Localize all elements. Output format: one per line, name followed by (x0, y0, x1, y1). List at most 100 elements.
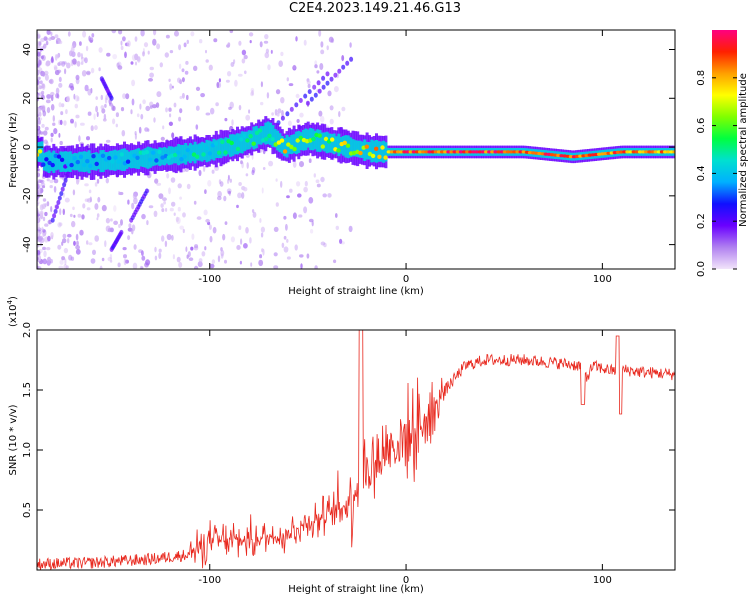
noise-speckle (205, 218, 210, 223)
noise-speckle (240, 160, 243, 165)
ridge-band (64, 151, 68, 173)
noise-speckle (71, 44, 76, 49)
ridge-core (565, 154, 570, 158)
noise-speckle (75, 245, 80, 250)
noise-speckle (63, 61, 67, 65)
noise-speckle (169, 113, 172, 118)
noise-speckle (204, 246, 207, 251)
noise-speckle (164, 52, 169, 58)
noise-speckle (194, 265, 199, 269)
noise-speckle (86, 136, 90, 141)
noise-speckle (113, 205, 117, 212)
spectrogram-x-ticks: -100 0 100 (198, 30, 612, 285)
noise-speckle (243, 243, 248, 249)
noise-speckle (314, 265, 318, 269)
noise-speckle (145, 259, 151, 266)
noise-speckle (316, 70, 320, 74)
ridge-band (193, 141, 197, 164)
noise-speckle (314, 64, 318, 69)
noise-speckle (122, 36, 126, 42)
noise-speckle (53, 128, 58, 135)
noise-speckle (58, 265, 64, 269)
ridge-core (279, 138, 285, 143)
noise-speckle (37, 226, 41, 230)
ridge-core (97, 153, 103, 159)
ridge-band (68, 151, 72, 172)
noise-speckle (222, 233, 226, 241)
x-tick-label: 100 (593, 575, 612, 586)
noise-speckle (40, 55, 44, 60)
noise-speckle (217, 190, 222, 198)
noise-speckle (149, 66, 154, 71)
noise-speckle (42, 232, 45, 237)
streak-speckle (321, 75, 326, 81)
streak-speckle (305, 100, 310, 106)
noise-speckle (261, 248, 264, 253)
noise-speckle (186, 183, 191, 190)
noise-speckle (70, 85, 75, 91)
ridge-core (383, 155, 388, 160)
noise-speckle (98, 67, 101, 72)
ridge-band (351, 139, 355, 157)
noise-speckle (276, 112, 280, 117)
noise-speckle (73, 240, 76, 246)
ridge-core (659, 150, 665, 154)
noise-speckle (322, 193, 328, 198)
noise-speckle (245, 173, 249, 177)
colorbar: 0.0 0.2 0.4 0.6 0.8 Normalized spectral ampl… (696, 30, 749, 277)
ridge-core (462, 150, 467, 154)
ridge-core (455, 150, 461, 154)
noise-speckle (37, 231, 40, 237)
noise-speckle (104, 97, 108, 104)
noise-speckle (87, 111, 92, 116)
noise-speckle (179, 196, 183, 200)
noise-speckle (120, 40, 123, 46)
noise-speckle (38, 66, 42, 73)
ridge-core (650, 150, 655, 154)
snr-y-scale-base: (x10 (8, 304, 19, 327)
noise-speckle (139, 265, 143, 269)
ridge-core (396, 150, 401, 154)
ridge-band (299, 132, 303, 151)
ridge-core (452, 150, 457, 154)
ridge-core (245, 138, 250, 143)
ridge-band (181, 144, 185, 164)
ridge-band (158, 147, 162, 166)
noise-speckle (41, 94, 45, 101)
noise-speckle (140, 113, 144, 120)
noise-speckle (66, 95, 70, 103)
streak-speckle (280, 115, 285, 121)
ridge-core (392, 150, 398, 154)
page-title: C2E4.2023.149.21.46.G13 (288, 1, 462, 16)
noise-speckle (236, 204, 239, 209)
noise-speckle (179, 79, 183, 85)
noise-speckle (111, 30, 117, 34)
noise-speckle (123, 258, 127, 266)
ridge-core (405, 150, 410, 154)
ridge-core (135, 155, 140, 160)
ridge-core (543, 152, 548, 156)
ridge-core (389, 150, 395, 154)
noise-speckle (125, 93, 130, 100)
ridge-core (204, 146, 209, 151)
noise-speckle (59, 140, 63, 146)
ridge-band (332, 133, 336, 155)
noise-speckle (297, 193, 302, 198)
noise-speckle (249, 237, 252, 244)
noise-speckle (84, 57, 88, 64)
noise-speckle (266, 92, 270, 99)
noise-speckle (245, 227, 249, 234)
ridge-band (250, 130, 254, 148)
snr-y-scale: (x104) (6, 296, 19, 327)
ridge-core (653, 150, 658, 154)
noise-speckle (80, 122, 85, 126)
noise-speckle (217, 255, 221, 263)
streak-speckle (109, 95, 114, 101)
noise-speckle (64, 258, 67, 266)
noise-speckle (37, 201, 40, 205)
ridge-band (106, 152, 110, 170)
ridge-band (101, 150, 105, 172)
noise-speckle (298, 214, 303, 218)
noise-speckle (299, 254, 304, 258)
